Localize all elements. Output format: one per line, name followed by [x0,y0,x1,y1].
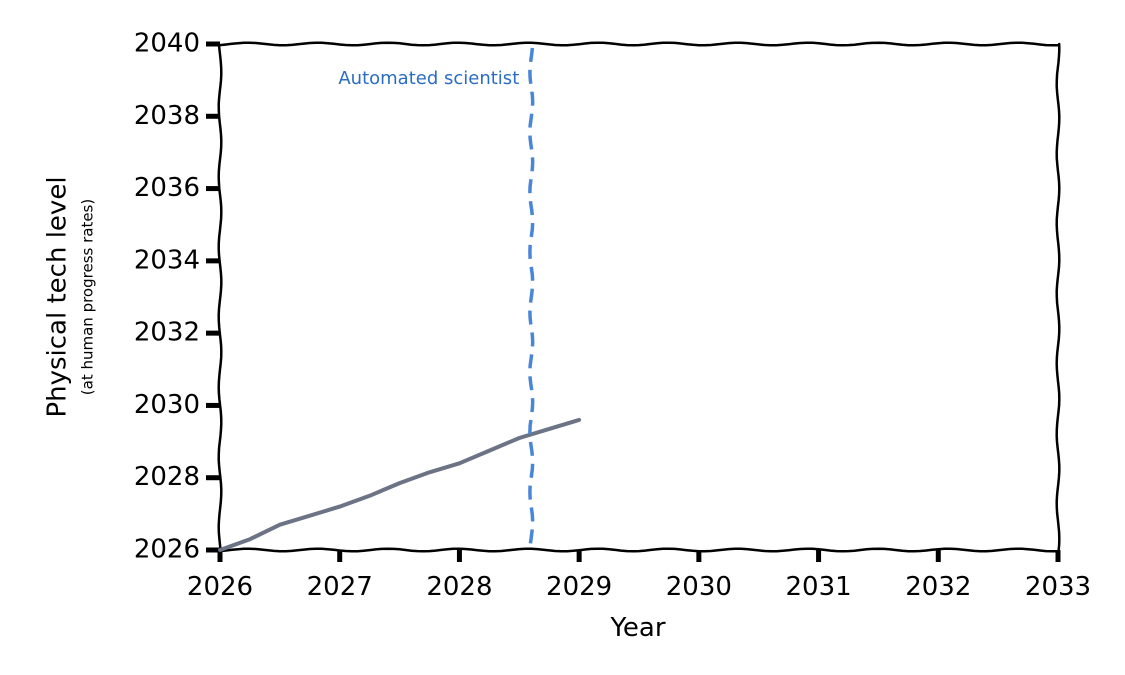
y-tick-label: 2036 [134,173,200,203]
vline-label: Automated scientist [338,68,519,89]
y-axis-title: Physical tech level [43,176,73,417]
plot-frame-left [217,42,223,552]
ticks-layer: 2026 2027 2028 2029 2030 2031 2032 2033 2026 2028… [134,29,1091,603]
plot-frame-top [218,41,1060,47]
x-tick-label: 2029 [546,572,612,602]
x-tick-label: 2033 [1025,572,1091,602]
y-tick-label: 2038 [134,101,200,131]
x-tick-label: 2028 [426,572,492,602]
plot-frame-right [1055,42,1061,552]
y-tick-label: 2028 [134,462,200,492]
plot-frame-bottom [218,547,1060,553]
x-tick-label: 2030 [666,572,732,602]
x-axis-title: Year [609,613,665,643]
y-axis-title-group: Physical tech level [43,176,73,417]
x-tick-label: 2032 [905,572,971,602]
y-tick-label: 2034 [134,245,200,275]
y-tick-label: 2040 [134,29,200,59]
x-tick-label: 2026 [187,572,253,602]
y-tick-label: 2026 [134,535,200,565]
series-layer [218,417,582,552]
x-tick-label: 2027 [307,572,373,602]
vline-marker [528,47,535,547]
x-tick-label: 2031 [785,572,851,602]
y-axis-subtitle: (at human progress rates) [79,199,97,395]
y-tick-label: 2032 [134,318,200,348]
y-axis-subtitle-group: (at human progress rates) [79,199,97,395]
annotation-layer: Automated scientist [338,47,535,547]
plot-frame [217,41,1061,553]
y-tick-label: 2030 [134,390,200,420]
series-line [218,417,582,552]
